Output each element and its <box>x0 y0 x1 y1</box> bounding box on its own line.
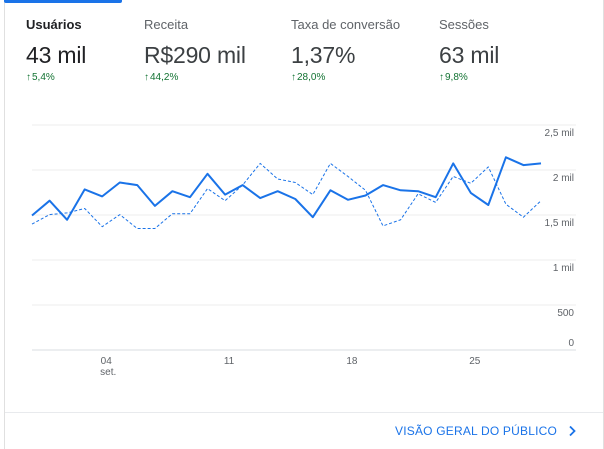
y-tick-label: 500 <box>557 308 574 319</box>
audience-overview-link-label: VISÃO GERAL DO PÚBLICO <box>395 424 557 438</box>
active-tab-indicator <box>4 0 122 3</box>
metric-value: 1,37% <box>291 42 356 68</box>
chevron-right-icon <box>569 425 576 437</box>
metric-tab-sessions[interactable]: Sessões 63 mil ↑9,8% <box>439 16 579 85</box>
arrow-up-icon: ↑ <box>26 72 31 83</box>
metric-label: Taxa de conversão <box>291 17 401 32</box>
metric-value: R$290 mil <box>144 42 246 68</box>
metric-change-value: 44,2% <box>150 72 179 83</box>
metric-change-value: 28,0% <box>297 72 326 83</box>
arrow-up-icon: ↑ <box>439 72 444 83</box>
x-tick-label: 04 <box>101 356 113 367</box>
metric-change: ↑5,4% <box>26 71 166 85</box>
series-line-current-period <box>31 156 542 221</box>
metric-change: ↑9,8% <box>439 71 579 85</box>
x-tick-label: 18 <box>346 356 358 367</box>
metric-tab-revenue[interactable]: Receita R$290 mil ↑44,2% <box>144 16 284 85</box>
audience-overview-link[interactable]: VISÃO GERAL DO PÚBLICO <box>395 423 577 439</box>
metric-change-value: 5,4% <box>32 72 55 83</box>
metric-tab-conversion-rate[interactable]: Taxa de conversão 1,37% ↑28,0% <box>291 16 431 85</box>
metric-label: Sessões <box>439 17 489 32</box>
metric-label: Receita <box>144 17 189 32</box>
arrow-up-icon: ↑ <box>144 72 149 83</box>
y-tick-label: 0 <box>568 338 574 349</box>
metric-value: 63 mil <box>439 42 500 68</box>
metric-value: 43 mil <box>26 42 87 68</box>
y-tick-label: 1,5 mil <box>545 218 574 229</box>
metric-change-value: 9,8% <box>445 72 468 83</box>
x-tick-sublabel: set. <box>100 367 116 378</box>
footer-divider <box>5 412 603 413</box>
arrow-up-icon: ↑ <box>291 72 296 83</box>
y-tick-label: 2,5 mil <box>545 128 574 139</box>
x-tick-label: 11 <box>224 356 235 367</box>
metric-change: ↑44,2% <box>144 71 284 85</box>
y-tick-label: 2 mil <box>553 173 574 184</box>
x-tick-label: 25 <box>469 356 481 367</box>
metric-label: Usuários <box>26 17 82 32</box>
overview-card <box>4 0 604 449</box>
metric-tab-users[interactable]: Usuários 43 mil ↑5,4% <box>26 16 166 85</box>
y-tick-label: 1 mil <box>553 263 574 274</box>
series-line-previous-period <box>31 162 542 229</box>
metric-change: ↑28,0% <box>291 71 431 85</box>
